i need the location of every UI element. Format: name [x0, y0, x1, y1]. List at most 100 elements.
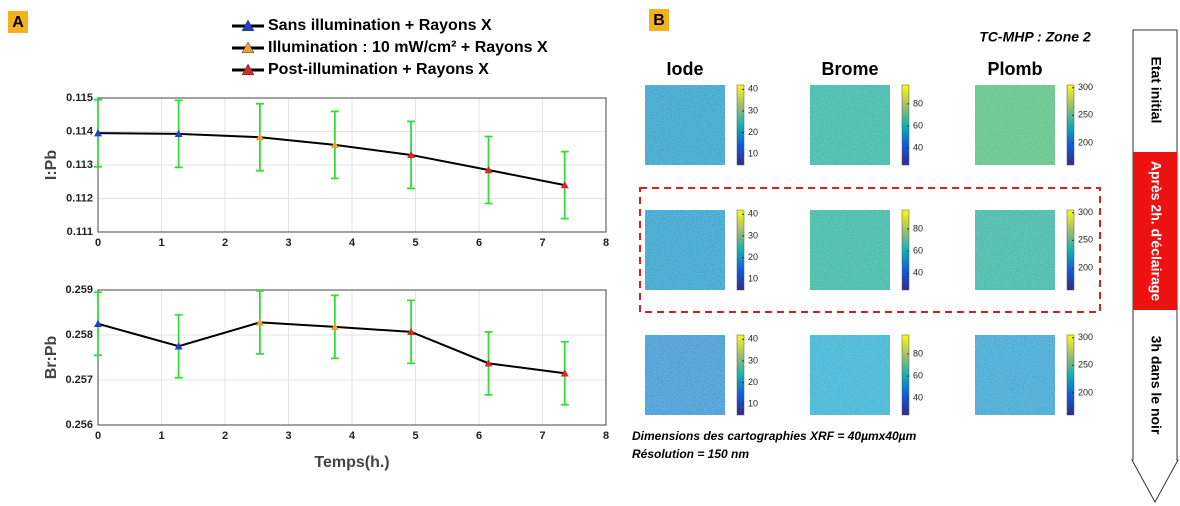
map-texture — [975, 210, 1055, 290]
marker — [560, 181, 569, 189]
marker — [255, 133, 264, 141]
marker — [484, 359, 493, 367]
colorbar-tick-label: 10 — [748, 399, 758, 409]
colorbar-tick-label: 300 — [1078, 207, 1093, 217]
colorbar-tick-label: 20 — [748, 127, 758, 137]
marker — [407, 327, 416, 336]
colorbar-tick-label: 30 — [748, 230, 758, 240]
y-axis-label: Br:Pb — [43, 336, 60, 380]
x-tick-label: 8 — [603, 430, 609, 442]
map-texture — [645, 210, 725, 290]
y-tick-label: 0.256 — [65, 419, 93, 431]
legend-marker — [241, 19, 255, 32]
colorbar-tick-label: 10 — [748, 274, 758, 284]
stage-label: 3h dans le noir — [1148, 336, 1164, 435]
colorbar — [736, 84, 745, 166]
x-tick-label: 6 — [476, 237, 482, 249]
marker — [174, 129, 183, 138]
marker — [560, 369, 569, 377]
colorbar-tick-label: 40 — [748, 84, 758, 94]
x-tick-label: 8 — [603, 237, 609, 249]
x-tick-label: 3 — [285, 430, 291, 442]
note: Résolution = 150 nm — [632, 447, 749, 461]
x-tick-label: 1 — [158, 237, 164, 249]
marker — [407, 150, 416, 159]
note: Dimensions des cartographies XRF = 40µmx… — [632, 429, 917, 443]
colorbar-tick-label: 10 — [748, 149, 758, 159]
colorbar — [1066, 84, 1075, 166]
colorbar-tick-label: 30 — [748, 105, 758, 115]
stage-label: Après 2h. d'éclairage — [1148, 161, 1164, 301]
x-tick-label: 2 — [222, 430, 228, 442]
colorbar-tick-label: 200 — [1078, 137, 1093, 147]
map-texture — [810, 210, 890, 290]
x-tick-label: 3 — [285, 237, 291, 249]
colorbar-tick-label: 40 — [748, 209, 758, 219]
x-tick-label: 0 — [95, 430, 101, 442]
panel-label: B — [653, 12, 665, 29]
marker — [255, 318, 264, 326]
x-tick-label: 4 — [349, 237, 356, 249]
x-tick-label: 5 — [412, 237, 418, 249]
colorbar-tick-label: 80 — [913, 348, 923, 358]
column-header: Brome — [821, 59, 878, 79]
colorbar-tick-label: 40 — [913, 393, 923, 403]
colorbar-tick-label: 60 — [913, 245, 923, 255]
marker — [330, 140, 339, 149]
x-axis-label: Temps(h.) — [314, 454, 389, 471]
y-tick-label: 0.257 — [65, 374, 93, 386]
colorbar — [901, 209, 910, 291]
map-texture — [810, 85, 890, 165]
marker — [484, 166, 493, 174]
x-tick-label: 1 — [158, 430, 164, 442]
colorbar — [901, 334, 910, 416]
map-texture — [645, 335, 725, 415]
colorbar-tick-label: 250 — [1078, 360, 1093, 370]
marker — [174, 342, 183, 350]
colorbar-tick-label: 200 — [1078, 387, 1093, 397]
colorbar-tick-label: 200 — [1078, 262, 1093, 272]
y-axis-label: I:Pb — [43, 150, 60, 180]
colorbar-tick-label: 60 — [913, 370, 923, 380]
panel-label: A — [12, 14, 24, 31]
y-tick-label: 0.111 — [67, 226, 93, 238]
y-tick-label: 0.115 — [66, 92, 93, 104]
stage-highlight — [1133, 152, 1177, 310]
legend-label: Illumination : 10 mW/cm² + Rayons X — [268, 39, 548, 56]
colorbar-tick-label: 20 — [748, 252, 758, 262]
x-tick-label: 7 — [539, 237, 545, 249]
map-texture — [645, 85, 725, 165]
colorbar — [736, 334, 745, 416]
legend-marker — [241, 41, 255, 54]
panel-title: TC-MHP : Zone 2 — [979, 29, 1091, 45]
colorbar-tick-label: 80 — [913, 98, 923, 108]
colorbar — [1066, 209, 1075, 291]
x-tick-label: 6 — [476, 430, 482, 442]
colorbar-tick-label: 300 — [1078, 82, 1093, 92]
colorbar-tick-label: 250 — [1078, 235, 1093, 245]
colorbar-tick-label: 250 — [1078, 110, 1093, 120]
colorbar-tick-label: 300 — [1078, 332, 1093, 342]
column-header: Plomb — [987, 59, 1042, 79]
colorbar-tick-label: 40 — [913, 143, 923, 153]
x-tick-label: 4 — [349, 430, 356, 442]
legend-label: Sans illumination + Rayons X — [268, 17, 492, 34]
x-tick-label: 2 — [222, 237, 228, 249]
x-tick-label: 7 — [539, 430, 545, 442]
marker — [330, 322, 339, 331]
y-tick-label: 0.112 — [66, 192, 93, 204]
colorbar-tick-label: 40 — [913, 268, 923, 278]
x-tick-label: 0 — [95, 237, 101, 249]
y-tick-label: 0.259 — [65, 284, 93, 296]
y-tick-label: 0.113 — [66, 159, 93, 171]
map-texture — [975, 85, 1055, 165]
y-tick-label: 0.258 — [65, 329, 93, 341]
panel-label-box — [8, 11, 28, 33]
column-header: Iode — [666, 59, 703, 79]
colorbar-tick-label: 60 — [913, 120, 923, 130]
y-tick-label: 0.114 — [66, 125, 94, 137]
colorbar — [1066, 334, 1075, 416]
colorbar-tick-label: 20 — [748, 377, 758, 387]
highlight-box — [639, 187, 1101, 313]
